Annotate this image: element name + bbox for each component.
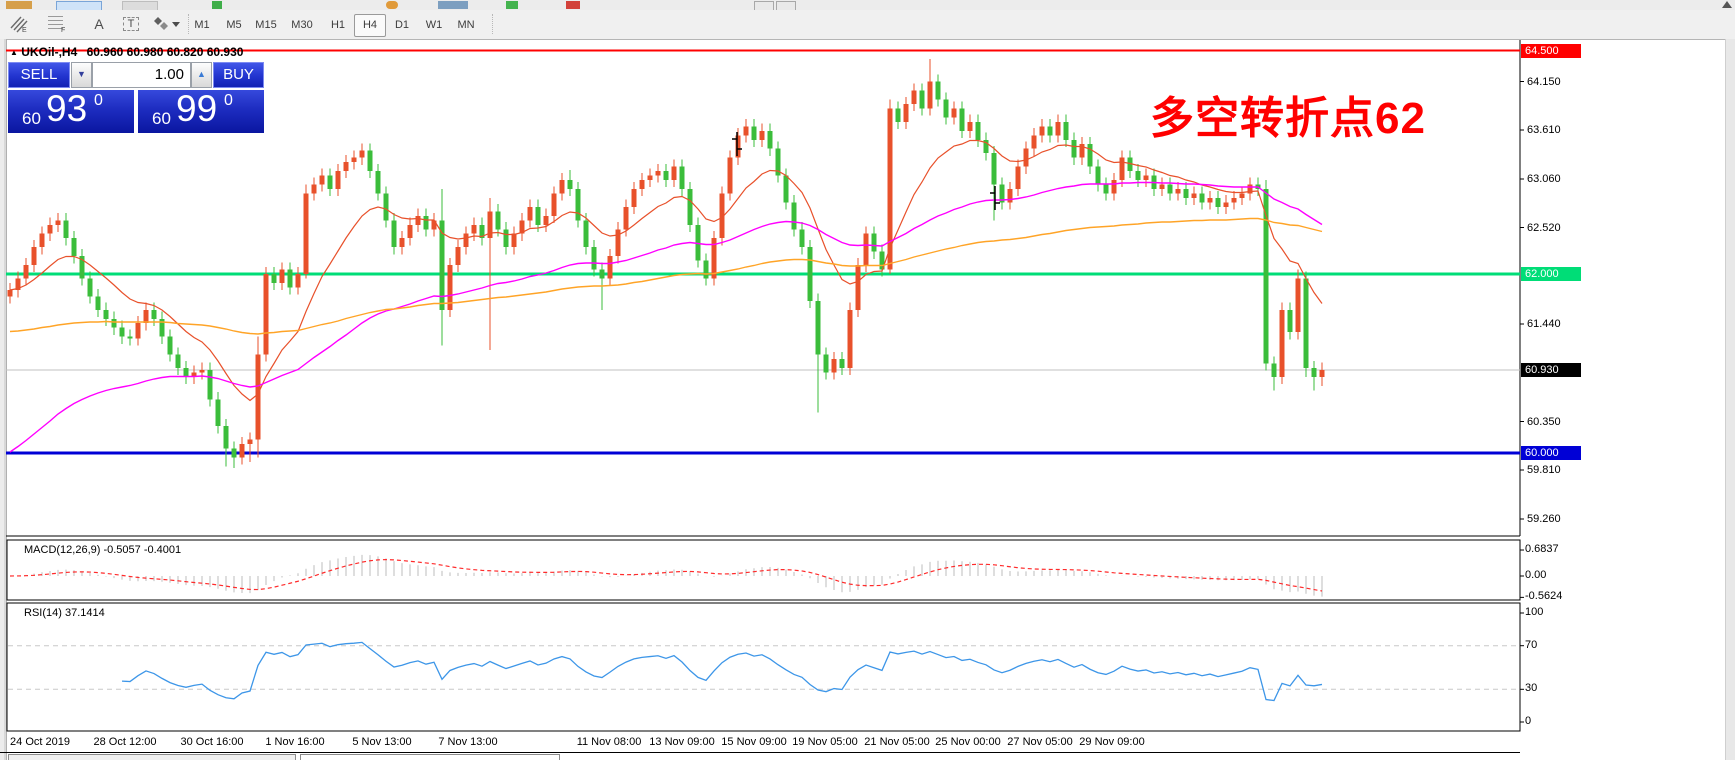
time-label: 13 Nov 09:00 [649,736,715,748]
symbol-period-label: UKOil-,H4 [21,45,78,59]
buy-price-display[interactable]: 60 99 0 [138,88,264,133]
buy-price-prefix: 60 [152,109,171,128]
price-tick-63.060: 63.060 [1527,173,1561,185]
time-label: 7 Nov 13:00 [438,736,498,748]
time-label: 25 Nov 00:00 [935,736,1001,748]
one-click-trading-panel: SELL ▼ 1.00 ▲ BUY 60 93 0 60 99 0 [8,62,264,133]
clipped-icon [566,1,580,9]
clipped-arrow-icon [1722,1,1732,8]
price-tick-62.520: 62.520 [1527,221,1561,234]
sell-price-pip: 0 [94,92,103,109]
price-badge-62.000: 62.000 [1521,267,1581,281]
ohlc-values: 60.960 60.980 60.820 60.930 [86,45,244,59]
time-label: 24 Oct 2019 [10,736,70,748]
rsi-tick-70: 70 [1525,638,1538,651]
sell-price-main: 93 [46,88,88,129]
objects-icon[interactable] [150,13,184,35]
price-tick-60.350: 60.350 [1527,415,1561,428]
time-label: 15 Nov 09:00 [721,736,787,748]
timeframe-button-M30[interactable]: M30 [291,19,313,31]
clipped-icon [438,1,468,9]
time-label: 21 Nov 05:00 [864,736,930,748]
timeframe-button-D1[interactable]: D1 [394,19,410,31]
buy-button[interactable]: BUY [213,62,264,88]
rsi-tick-0: 0 [1525,715,1532,727]
time-label: 27 Nov 05:00 [1007,736,1073,748]
volume-input[interactable]: 1.00 [92,62,191,88]
time-label: 1 Nov 16:00 [265,736,325,748]
label-icon[interactable]: T [118,13,144,35]
price-badge-60.930: 60.930 [1521,363,1581,377]
clipped-icon [212,1,222,9]
time-label: 19 Nov 05:00 [792,736,858,748]
svg-text:E: E [22,27,27,33]
timeframe-button-W1[interactable]: W1 [425,19,443,31]
vertical-scrollbar[interactable] [1725,39,1735,760]
price-tick-64.150: 64.150 [1527,75,1561,88]
price-badge-64.500: 64.500 [1521,43,1581,58]
timeframe-button-H1[interactable]: H1 [330,19,346,31]
price-tick-59.810: 59.810 [1527,464,1561,476]
volume-decrease-button[interactable]: ▼ [71,62,92,88]
svg-text:F: F [61,27,65,33]
time-label: 11 Nov 08:00 [576,736,642,748]
macd-tick-0.6837: 0.6837 [1525,543,1559,556]
sell-price-display[interactable]: 60 93 0 [8,88,134,133]
buy-price-main: 99 [176,88,218,129]
rsi-tick-30: 30 [1525,682,1538,695]
price-tick-59.260: 59.260 [1527,513,1561,525]
sell-button[interactable]: SELL [8,62,70,88]
chart-toolbar: E F A T M1 M5 M15 M30 H1 H4 D1 W1 MN [0,10,1735,39]
collapse-triangle-icon[interactable]: ▲ [10,48,18,57]
text-icon[interactable]: A [94,16,104,32]
clipped-icon [6,1,32,9]
time-label: 30 Oct 16:00 [180,736,244,748]
window-left-border [0,39,7,760]
sell-price-prefix: 60 [22,109,41,128]
clipped-bottom-tab [300,754,560,760]
toolbar-separator [188,14,190,34]
volume-increase-button[interactable]: ▲ [191,62,212,88]
time-label: 5 Nov 13:00 [352,736,412,748]
buy-price-pip: 0 [224,92,233,109]
clipped-icon [386,1,398,9]
toolbar-separator [492,14,494,34]
price-tick-61.440: 61.440 [1527,318,1561,330]
clipped-icon [506,1,518,9]
timeframe-button-MN[interactable]: MN [457,19,475,31]
chart-text-annotation: 多空转折点62 [1150,94,1426,143]
clipped-bottom-tab [8,754,296,760]
macd-header: MACD(12,26,9) -0.5057 -0.4001 [24,544,182,556]
time-label: 28 Oct 12:00 [93,736,157,748]
macd-tick-0.00: 0.00 [1525,569,1547,581]
timeframe-button-M5[interactable]: M5 [226,19,242,31]
price-tick-63.610: 63.610 [1527,124,1561,136]
rsi-tick-100: 100 [1525,606,1544,618]
timeframe-button-H4[interactable]: H4 [354,14,386,37]
price-badge-60.000: 60.000 [1521,446,1581,460]
macd-tick--0.5624: -0.5624 [1525,590,1563,603]
timeframe-button-M1[interactable]: M1 [194,19,210,31]
timeframe-button-M15[interactable]: M15 [255,19,277,31]
line-studies-icon[interactable]: E [8,13,34,35]
rsi-header: RSI(14) 37.1414 [24,607,105,619]
chart-title: ▲ UKOil-,H4 60.960 60.980 60.820 60.930 [10,45,243,59]
grid-icon[interactable]: F [46,13,72,35]
time-label: 29 Nov 09:00 [1079,736,1145,748]
